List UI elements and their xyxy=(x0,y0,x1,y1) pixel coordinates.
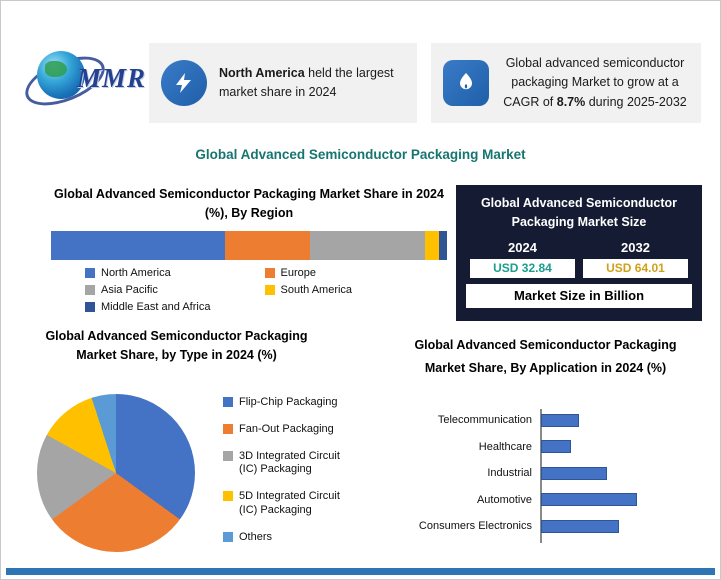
legend-swatch xyxy=(264,268,275,278)
application-category-label: Telecommunication xyxy=(437,414,532,427)
type-legend: Flip-Chip Packaging Fan-Out Packaging 3D I… xyxy=(223,396,353,544)
legend-item: North America xyxy=(85,267,251,281)
region-bar-segment xyxy=(425,231,440,260)
legend-label: Fan-Out Packaging xyxy=(239,422,334,435)
application-row: Telecommunication xyxy=(397,407,702,434)
application-row: Healthcare xyxy=(397,434,702,461)
highlight-text: Global advanced semiconductor packaging … xyxy=(501,54,689,112)
application-rows: Telecommunication Healthcare Industrial Aut… xyxy=(397,407,702,540)
legend-label: Asia Pacific xyxy=(101,283,158,296)
legend-label: Others xyxy=(239,530,273,543)
application-bar xyxy=(541,493,637,507)
market-size-title: Global Advanced Semiconductor Packaging … xyxy=(480,196,678,229)
application-bar-track xyxy=(541,493,702,507)
legend-swatch xyxy=(264,284,275,295)
legend-label: North America xyxy=(101,267,171,279)
region-legend: North America Europe Asia Pacific South Ame… xyxy=(85,267,430,314)
logo-text: MMR xyxy=(77,63,147,93)
mmr-logo: MMR xyxy=(18,46,155,116)
legend-swatch xyxy=(85,301,95,312)
legend-label: Flip-Chip Packaging xyxy=(239,396,338,408)
legend-swatch xyxy=(85,268,95,278)
legend-label: Middle East and Africa xyxy=(101,300,211,313)
market-size-value-2024: USD 32.84 xyxy=(470,258,575,278)
legend-label: 3D Integrated Circuit (IC) Packaging xyxy=(239,449,340,476)
flame-icon xyxy=(443,60,489,106)
legend-item: 5D Integrated Circuit (IC) Packaging xyxy=(223,490,353,518)
application-bar xyxy=(541,413,579,427)
legend-item: South America xyxy=(264,283,431,298)
market-size-values: USD 32.84 USD 64.01 xyxy=(466,258,692,278)
page-title: Global Advanced Semiconductor Packaging … xyxy=(195,147,526,162)
application-category-label: Automotive xyxy=(476,493,532,506)
legend-item: Asia Pacific xyxy=(85,284,251,298)
legend-item: Middle East and Africa xyxy=(85,301,251,315)
legend-swatch xyxy=(223,397,233,407)
application-row: Industrial xyxy=(397,460,702,487)
application-bar-track xyxy=(541,519,702,533)
application-bar xyxy=(541,440,571,454)
highlight-text: North America held the largest market sh… xyxy=(219,64,405,103)
application-row: Consumers Electronics xyxy=(397,513,702,540)
legend-item: Flip-Chip Packaging xyxy=(223,396,353,410)
application-bar-track xyxy=(541,440,702,454)
type-chart-title: Global Advanced Semiconductor Packaging … xyxy=(45,329,308,363)
region-stacked-bar xyxy=(51,231,447,260)
bottom-accent-bar xyxy=(6,568,715,575)
region-bar-segment xyxy=(51,231,226,260)
market-size-years: 2024 2032 xyxy=(466,240,692,255)
highlight-text-post: during 2025-2032 xyxy=(585,94,687,109)
highlight-text-bold: North America xyxy=(219,65,305,80)
legend-swatch xyxy=(223,531,233,542)
legend-swatch xyxy=(85,284,95,295)
highlight-text-bold: 8.7% xyxy=(556,94,586,109)
application-category-label: Industrial xyxy=(487,467,532,480)
market-size-value-2032: USD 64.01 xyxy=(583,258,688,278)
application-category-label: Consumers Electronics xyxy=(418,520,532,533)
market-size-year-2024: 2024 xyxy=(508,239,537,255)
legend-label: South America xyxy=(280,283,353,296)
highlight-text-pre: Global advanced semiconductor packaging … xyxy=(503,55,685,109)
market-size-caption: Market Size in Billion xyxy=(466,283,692,308)
legend-item: Fan-Out Packaging xyxy=(223,423,353,437)
legend-swatch xyxy=(223,491,233,501)
highlight-market-share: North America held the largest market sh… xyxy=(149,43,417,123)
market-size-year-2032: 2032 xyxy=(621,239,650,255)
lightning-icon xyxy=(161,60,207,106)
legend-swatch xyxy=(223,423,233,434)
legend-swatch xyxy=(223,450,233,461)
market-size-panel: Global Advanced Semiconductor Packaging … xyxy=(456,185,702,321)
application-bar-track xyxy=(541,413,702,427)
application-bar xyxy=(541,466,607,480)
highlight-cagr: Global advanced semiconductor packaging … xyxy=(431,43,701,123)
region-bar-segment xyxy=(310,231,426,260)
application-category-label: Healthcare xyxy=(478,440,532,453)
globe-icon xyxy=(37,51,85,99)
application-row: Automotive xyxy=(397,487,702,514)
region-bar-segment xyxy=(225,231,311,260)
type-pie-chart xyxy=(37,394,195,552)
legend-label: 5D Integrated Circuit (IC) Packaging xyxy=(239,490,340,516)
legend-label: Europe xyxy=(280,267,316,279)
highlight-text-post: held the largest market share in 2024 xyxy=(219,65,394,99)
application-bar-track xyxy=(541,466,702,480)
application-chart-title: Global Advanced Semiconductor Packaging … xyxy=(414,338,677,375)
application-bar xyxy=(541,519,619,533)
region-bar-segment xyxy=(439,231,447,260)
legend-item: Others xyxy=(223,531,353,545)
legend-item: Europe xyxy=(264,267,431,281)
legend-item: 3D Integrated Circuit (IC) Packaging xyxy=(223,450,353,478)
region-chart-title: Global Advanced Semiconductor Packaging … xyxy=(54,187,444,220)
application-bar-chart: Telecommunication Healthcare Industrial Aut… xyxy=(397,407,702,545)
